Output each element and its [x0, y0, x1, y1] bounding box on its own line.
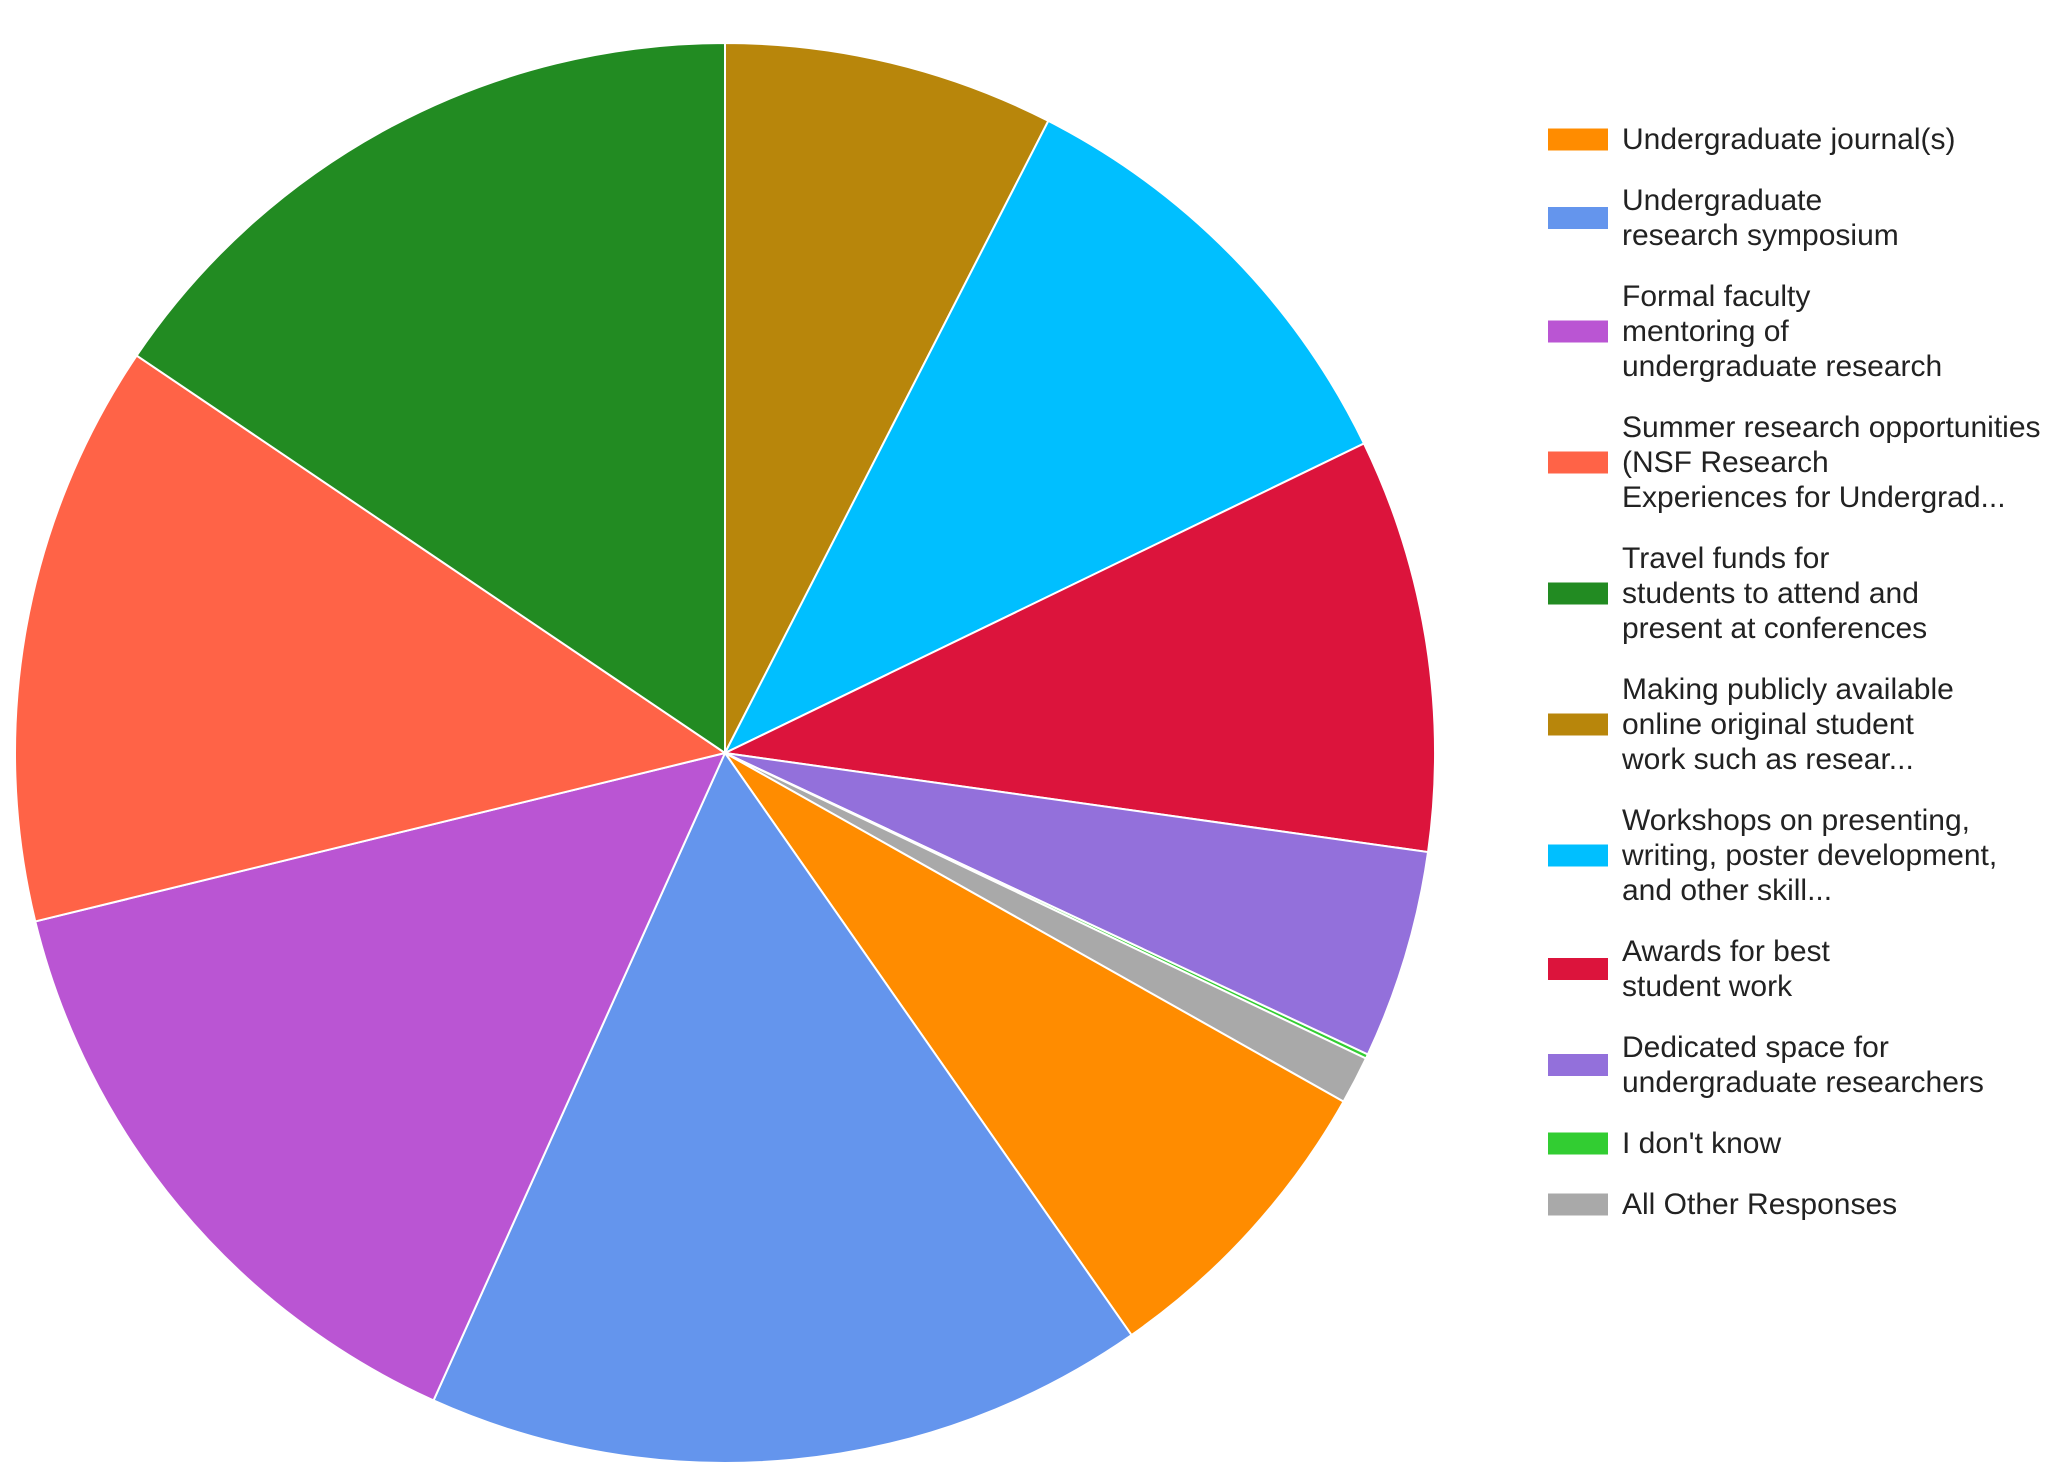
- legend-label-9-line-0: I don't know: [1622, 1127, 1781, 1160]
- pie-slice-3: [14, 354, 728, 923]
- legend-swatch-7: [1548, 958, 1608, 980]
- pie-slice-4: [135, 41, 726, 755]
- legend-item-10: All Other Responses: [1548, 1188, 1897, 1221]
- legend-item-3: Summer research opportunities(NSF Resear…: [1548, 411, 2041, 514]
- legend-label-5-line-1: online original student: [1622, 708, 1915, 741]
- legend: Undergraduate journal(s) Undergraduateres…: [1548, 123, 2041, 1221]
- legend-label-4-line-0: Travel funds for: [1622, 542, 1829, 575]
- legend-label-3-line-2: Experiences for Undergrad...: [1622, 481, 2006, 514]
- legend-label-0-line-0: Undergraduate journal(s): [1622, 123, 1956, 156]
- legend-label-8-line-0: Dedicated space for: [1622, 1031, 1889, 1064]
- legend-label-5-line-2: work such as resear...: [1621, 743, 1914, 776]
- legend-label-1-line-0: Undergraduate: [1622, 184, 1822, 217]
- legend-label-6-line-1: writing, poster development,: [1621, 839, 1997, 872]
- legend-label-7-line-0: Awards for best: [1622, 935, 1831, 968]
- legend-item-6: Workshops on presenting,writing, poster …: [1548, 804, 1997, 907]
- legend-label-6-line-0: Workshops on presenting,: [1622, 804, 1970, 837]
- legend-label-2-line-1: mentoring of: [1622, 315, 1789, 348]
- pie-slice-5: [724, 41, 1050, 754]
- legend-swatch-8: [1548, 1054, 1608, 1076]
- legend-label-4-line-1: students to attend and: [1622, 577, 1919, 610]
- pie-slice-6: [722, 119, 1366, 756]
- legend-label-3-line-1: (NSF Research: [1622, 446, 1829, 479]
- legend-item-0: Undergraduate journal(s): [1548, 123, 1956, 156]
- legend-label-8-line-1: undergraduate researchers: [1622, 1066, 1984, 1099]
- legend-swatch-5: [1548, 713, 1608, 736]
- legend-swatch-0: [1548, 128, 1608, 151]
- pie-slices: [14, 41, 1436, 1464]
- legend-swatch-4: [1548, 582, 1608, 605]
- pie-slice-1: [432, 750, 1133, 1464]
- pie-slice-2: [34, 751, 727, 1402]
- legend-swatch-10: [1548, 1193, 1608, 1216]
- legend-swatch-6: [1548, 844, 1608, 867]
- legend-label-7-line-1: student work: [1622, 970, 1793, 1003]
- legend-label-6-line-2: and other skill...: [1622, 874, 1832, 907]
- legend-label-3-line-0: Summer research opportunities: [1622, 411, 2041, 444]
- legend-label-4-line-2: present at conferences: [1622, 612, 1927, 645]
- legend-label-5-line-0: Making publicly available: [1622, 673, 1954, 706]
- pie-slice-7: [721, 442, 1436, 854]
- pie-slice-0: [724, 752, 1345, 1337]
- legend-label-10-line-0: All Other Responses: [1622, 1188, 1897, 1221]
- legend-label-2-line-2: undergraduate research: [1622, 350, 1942, 383]
- legend-label-1-line-1: research symposium: [1622, 219, 1899, 252]
- legend-label-2-line-0: Formal faculty: [1622, 280, 1810, 313]
- legend-swatch-9: [1548, 1132, 1608, 1155]
- legend-item-9: I don't know: [1548, 1127, 1781, 1160]
- legend-swatch-1: [1548, 207, 1608, 229]
- pie-slice-8: [724, 752, 1430, 1056]
- legend-swatch-3: [1548, 451, 1608, 474]
- legend-swatch-2: [1548, 320, 1608, 343]
